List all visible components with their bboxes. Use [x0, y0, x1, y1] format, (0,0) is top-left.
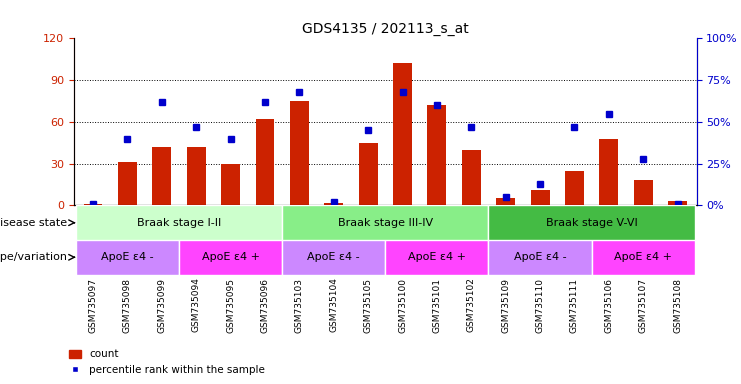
- Bar: [179, 240, 282, 275]
- Text: Braak stage I-II: Braak stage I-II: [137, 218, 221, 228]
- Text: ApoE ε4 +: ApoE ε4 +: [614, 252, 672, 262]
- Bar: [76, 205, 282, 240]
- Text: ApoE ε4 -: ApoE ε4 -: [308, 252, 360, 262]
- Text: Braak stage III-IV: Braak stage III-IV: [338, 218, 433, 228]
- Text: GSM735095: GSM735095: [226, 278, 235, 333]
- Bar: [462, 150, 481, 205]
- Bar: [496, 199, 515, 205]
- Text: GSM735096: GSM735096: [260, 278, 270, 333]
- Text: GSM735102: GSM735102: [467, 278, 476, 333]
- Text: GSM735109: GSM735109: [501, 278, 511, 333]
- Bar: [282, 205, 488, 240]
- Text: ApoE ε4 +: ApoE ε4 +: [202, 252, 259, 262]
- Bar: [599, 139, 618, 205]
- Bar: [488, 240, 591, 275]
- Legend: count, percentile rank within the sample: count, percentile rank within the sample: [64, 345, 270, 379]
- Text: GSM735101: GSM735101: [433, 278, 442, 333]
- Bar: [290, 101, 309, 205]
- Text: GSM735103: GSM735103: [295, 278, 304, 333]
- Text: disease state: disease state: [0, 218, 70, 228]
- Bar: [221, 164, 240, 205]
- Text: ApoE ε4 -: ApoE ε4 -: [514, 252, 566, 262]
- Text: GSM735098: GSM735098: [123, 278, 132, 333]
- Text: GSM735107: GSM735107: [639, 278, 648, 333]
- Title: GDS4135 / 202113_s_at: GDS4135 / 202113_s_at: [302, 22, 469, 36]
- Text: GSM735097: GSM735097: [88, 278, 98, 333]
- Bar: [531, 190, 550, 205]
- Bar: [668, 201, 687, 205]
- Bar: [359, 143, 378, 205]
- Bar: [325, 203, 343, 205]
- Text: GSM735104: GSM735104: [329, 278, 338, 333]
- Text: GSM735111: GSM735111: [570, 278, 579, 333]
- Bar: [565, 170, 584, 205]
- Bar: [282, 240, 385, 275]
- Text: GSM735099: GSM735099: [157, 278, 166, 333]
- Bar: [591, 240, 695, 275]
- Bar: [187, 147, 206, 205]
- Bar: [393, 63, 412, 205]
- Bar: [256, 119, 274, 205]
- Text: GSM735105: GSM735105: [364, 278, 373, 333]
- Text: ApoE ε4 -: ApoE ε4 -: [101, 252, 153, 262]
- Bar: [385, 240, 488, 275]
- Text: GSM735108: GSM735108: [673, 278, 682, 333]
- Bar: [428, 105, 446, 205]
- Text: GSM735110: GSM735110: [536, 278, 545, 333]
- Bar: [634, 180, 653, 205]
- Bar: [76, 240, 179, 275]
- Text: genotype/variation: genotype/variation: [0, 252, 70, 262]
- Text: GSM735106: GSM735106: [605, 278, 614, 333]
- Text: Braak stage V-VI: Braak stage V-VI: [546, 218, 637, 228]
- Bar: [488, 205, 695, 240]
- Text: GSM735094: GSM735094: [192, 278, 201, 333]
- Text: GSM735100: GSM735100: [398, 278, 407, 333]
- Text: ApoE ε4 +: ApoE ε4 +: [408, 252, 466, 262]
- Bar: [84, 204, 102, 205]
- Bar: [153, 147, 171, 205]
- Bar: [118, 162, 137, 205]
